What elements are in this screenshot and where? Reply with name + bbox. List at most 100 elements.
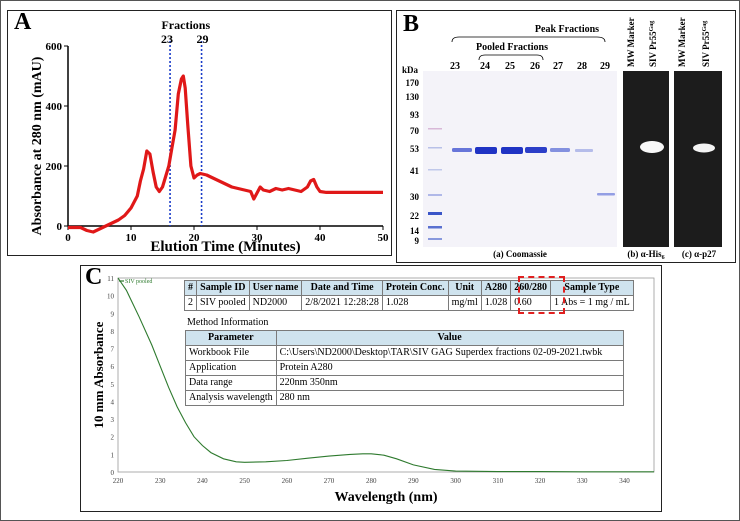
method-cell: 280 nm [275, 390, 624, 406]
x-tick-label: 0 [65, 232, 71, 244]
pooled-fractions-bracket [478, 54, 544, 61]
mw-label: 70 [410, 126, 420, 136]
coomassie-bands [452, 147, 615, 196]
method-table-header: Parameter Value [185, 330, 624, 346]
x-tick-label: 260 [282, 477, 293, 485]
y-tick-label: 11 [107, 275, 114, 283]
method-cell: Protein A280 [275, 360, 624, 376]
mw-marker-label-1: MW Marker [626, 17, 636, 67]
method-row: Data range 220nm 350nm [185, 375, 624, 391]
result-header-cell: Date and Time [301, 280, 383, 296]
result-header-cell: Sample ID [196, 280, 250, 296]
result-cell: 1 Abs = 1 mg / mL [550, 295, 634, 311]
lane-label: 27 [553, 61, 563, 72]
p27-blot [674, 71, 722, 247]
y-tick-label: 400 [46, 101, 63, 113]
caption-p27: (c) α-p27 [682, 249, 717, 259]
legend-label: SIV pooled [125, 279, 152, 285]
result-table-row: 2 SIV pooled ND2000 2/8/2021 12:28:28 1.028 m… [184, 295, 634, 311]
his6-blot [623, 71, 669, 247]
result-header-cell: # [184, 280, 197, 296]
mw-label: 22 [410, 211, 420, 221]
x-tick-label: 250 [239, 477, 250, 485]
y-tick-label: 6 [111, 363, 115, 371]
lane-label: 26 [530, 61, 540, 72]
y-tick-label: 1 [111, 451, 115, 459]
absorbance-trace [68, 74, 383, 234]
x-tick-label: 20 [189, 232, 201, 244]
method-table: Parameter Value Workbook File C:\Users\ND2… [185, 330, 624, 406]
caption-coomassie: (a) Coomassie [493, 249, 547, 259]
gel-figure: Peak Fractions Pooled Fractions 23 24 25 26 27… [402, 17, 722, 261]
method-header-cell: Parameter [185, 330, 277, 346]
x-axis-title: Elution Time (Minutes) [150, 239, 300, 255]
result-cell: 1.028 [381, 295, 449, 311]
mw-label: 14 [410, 226, 420, 236]
ratio-highlight-box [518, 276, 565, 314]
result-table-header: # Sample ID User name Date and Time Protein … [184, 280, 634, 296]
panel-a-chromatogram: 0 200 400 600 0 10 20 30 40 50 Fractions 23 29 Elutio… [7, 9, 392, 256]
method-row: Analysis wavelength 280 nm [185, 390, 624, 406]
method-information-title: Method Information [187, 317, 269, 328]
result-cell: 1.028 [480, 295, 512, 311]
result-header-cell: A280 [480, 280, 512, 296]
y-tick-label: 9 [111, 310, 115, 318]
x-tick-label: 330 [577, 477, 588, 485]
y-tick-label: 10 [107, 293, 115, 301]
method-cell: Workbook File [185, 345, 277, 361]
spectrum-trace [117, 277, 654, 473]
mw-label: 170 [406, 78, 420, 88]
gel-labels: Peak Fractions Pooled Fractions 23 24 25 26 27… [402, 17, 717, 261]
result-header-cell: Protein Conc. [381, 280, 449, 296]
result-cell: 2 [184, 295, 197, 311]
pr55-superscript: Gag [649, 21, 655, 32]
x-tick-label: 320 [535, 477, 546, 485]
y-tick-label: 200 [46, 161, 63, 173]
panel-c-letter: C [85, 264, 103, 290]
result-header-cell: 260/280 [510, 280, 552, 296]
his6-subscript: 6 [662, 255, 665, 261]
mw-label: 30 [410, 192, 420, 202]
mw-label: 130 [406, 92, 420, 102]
result-header-cell: Unit [447, 280, 482, 296]
y-tick-label: 4 [111, 398, 115, 406]
mw-label: 93 [410, 110, 420, 120]
pr55-label-2: SIV Pr55Gag [701, 21, 711, 67]
x-tick-label: 50 [378, 232, 390, 244]
y-tick-label: 5 [111, 381, 115, 389]
mw-label: 53 [410, 144, 420, 154]
result-cell: SIV pooled [196, 295, 250, 311]
y-axis-title: Absorbance at 280 nm (mAU) [30, 56, 45, 235]
x-tick-label: 10 [126, 232, 138, 244]
result-cell: 2/8/2021 12:28:28 [301, 295, 383, 311]
panel-b-letter: B [403, 11, 420, 37]
result-header-cell: Sample Type [550, 280, 634, 296]
his6-band [640, 141, 664, 153]
y-tick-label: 8 [111, 328, 115, 336]
mw-label: 9 [415, 236, 420, 246]
caption-his6: (b) α-His6 [627, 249, 664, 261]
y-axis-title: 10 mm Absorbance [91, 321, 106, 428]
lane-label: 24 [480, 61, 490, 72]
result-cell: ND2000 [248, 295, 303, 311]
result-table: # Sample ID User name Date and Time Protein … [184, 280, 634, 311]
fraction-end-label: 29 [197, 32, 209, 46]
fraction-start-label: 23 [161, 32, 173, 46]
coomassie-gel [423, 71, 617, 247]
peak-fractions-bracket [451, 36, 606, 43]
x-tick-label: 230 [155, 477, 166, 485]
x-tick-label: 310 [493, 477, 504, 485]
pr55-superscript: Gag [702, 21, 708, 32]
kda-label: kDa [402, 65, 419, 75]
lane-label: 29 [600, 61, 610, 72]
method-cell: C:\Users\ND2000\Desktop\TAR\SIV GAG Supe… [275, 345, 624, 361]
x-tick-label: 340 [619, 477, 630, 485]
method-row: Workbook File C:\Users\ND2000\Desktop\TAR… [185, 345, 624, 361]
result-cell: 0.60 [510, 295, 552, 311]
marker-ladder [428, 128, 442, 240]
y-tick-label: 2 [111, 434, 115, 442]
x-tick-label: 240 [197, 477, 208, 485]
pooled-fractions-label: Pooled Fractions [476, 42, 548, 53]
